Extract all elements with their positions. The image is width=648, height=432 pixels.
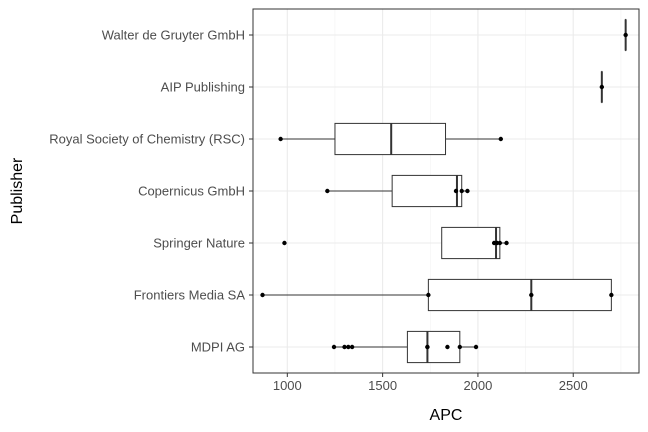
data-point [426,292,431,298]
data-point [459,188,464,194]
data-point [504,240,509,246]
y-tick-label: Copernicus GmbH [138,184,245,199]
box-iqr [391,174,463,208]
data-point [453,188,459,194]
data-point [445,344,450,350]
data-point [260,292,265,298]
data-point [457,344,463,350]
x-tick-label: 2500 [559,378,588,393]
data-point [425,344,430,350]
x-axis-title: APC [430,407,463,424]
y-tick-label: MDPI AG [191,340,245,355]
data-point [473,344,479,350]
box-layer [262,18,627,364]
data-point [465,188,470,194]
data-point [529,292,534,298]
box-iqr [406,330,461,364]
data-point [599,84,605,90]
data-point [325,188,330,194]
x-tick-label: 1500 [368,378,397,393]
point-layer [260,32,628,350]
axis-layer: 1000 1500 2000 2500 MDPI AG Frontiers Media S… [49,28,587,394]
box-iqr [441,226,501,260]
box-iqr [427,278,612,312]
y-tick-label: Walter de Gruyter GmbH [102,28,245,43]
x-tick-label: 2000 [463,378,492,393]
data-point [342,344,347,350]
data-point [282,240,287,246]
data-point [497,240,503,246]
data-point [278,136,283,142]
y-tick-label: AIP Publishing [161,80,245,95]
y-tick-label: Frontiers Media SA [134,288,246,303]
y-tick-label: Royal Society of Chemistry (RSC) [49,132,245,147]
data-point [349,344,355,350]
data-point [498,136,504,142]
y-tick-label: Springer Nature [153,236,245,251]
data-point [346,344,351,350]
data-point [331,344,337,350]
y-axis-title: Publisher [9,157,26,224]
data-point [609,292,614,298]
x-tick-label: 1000 [273,378,302,393]
data-point [623,32,628,38]
